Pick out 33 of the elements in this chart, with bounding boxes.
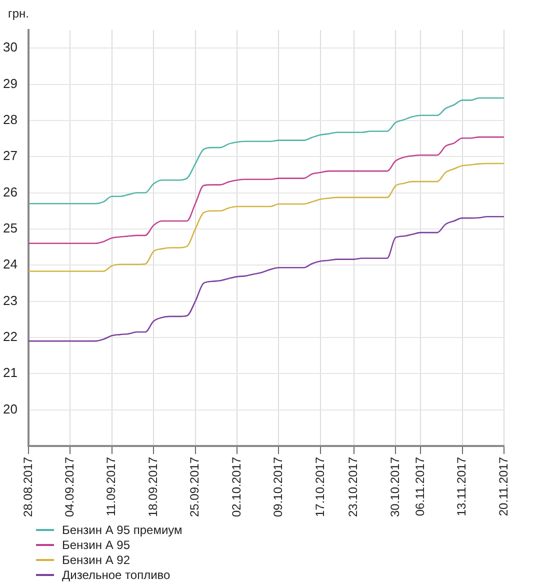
line-series	[28, 216, 505, 342]
x-tick-label: 11.09.2017	[104, 456, 118, 516]
y-tick-label: 28	[2, 112, 18, 127]
y-tick-label: 27	[2, 148, 18, 164]
x-tick-label: 06.11.2017	[412, 456, 427, 516]
line-series	[28, 97, 505, 204]
y-tick-label: 26	[2, 184, 18, 200]
legend-label: Бензин А 92	[62, 552, 130, 566]
legend-label: Дизельное топливо	[62, 568, 170, 582]
x-tick-label: 28.08.2017	[20, 456, 35, 518]
y-tick-label: 21	[2, 365, 18, 380]
x-tick-label: 04.09.2017	[62, 456, 76, 518]
x-tick-label: 02.10.2017	[229, 456, 244, 518]
y-tick-label: 20	[2, 401, 18, 416]
y-tick-label: 23	[2, 292, 18, 308]
x-tick-label: 20.11.2017	[496, 456, 510, 516]
x-tick-label: 25.09.2017	[188, 456, 202, 518]
line-series	[28, 162, 505, 272]
y-tick-label: 30	[2, 40, 18, 55]
x-tick-label: 18.09.2017	[146, 456, 160, 518]
legend-label: Бензин А 95 премиум	[62, 522, 182, 536]
x-tick-label: 09.10.2017	[271, 456, 286, 518]
x-tick-label: 23.10.2017	[346, 456, 360, 518]
y-tick-label: 22	[2, 329, 18, 344]
x-tick-label: 30.10.2017	[388, 456, 402, 518]
y-tick-label: 25	[2, 220, 18, 236]
legend-label: Бензин А 95	[62, 538, 130, 552]
y-tick-label: 24	[2, 256, 18, 272]
line-series	[28, 136, 505, 244]
y-axis-title: грн.	[8, 6, 30, 20]
x-tick-label: 13.11.2017	[454, 456, 469, 516]
x-tick-label: 17.10.2017	[312, 456, 327, 518]
y-tick-label: 29	[2, 76, 18, 91]
